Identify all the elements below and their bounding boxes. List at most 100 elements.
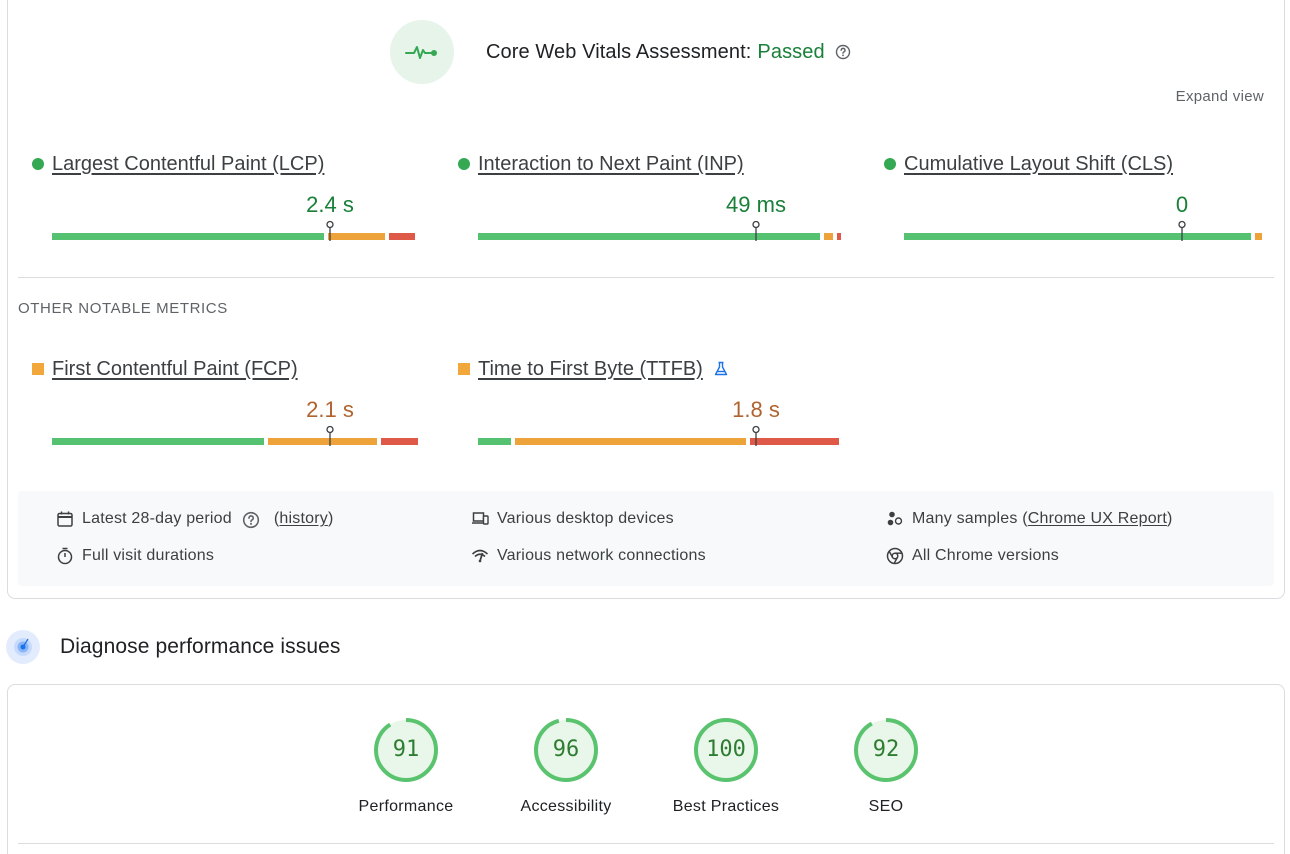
network-signal-icon: [471, 549, 489, 563]
metric-lcp-value: 2.4 s: [306, 192, 354, 217]
paren-close: ): [327, 510, 334, 527]
good-segment: [904, 233, 1252, 240]
needs-improvement-segment: [268, 438, 378, 445]
good-segment: [478, 438, 511, 445]
metric-inp-distribution-bar: [478, 233, 848, 240]
score-gauge-performance[interactable]: 91 Performance: [336, 716, 476, 816]
radar-icon: [14, 638, 32, 656]
info-network-text: Various network connections: [497, 547, 706, 564]
assessment-status: Passed: [757, 40, 825, 63]
percentile-marker-icon: [326, 425, 334, 446]
metric-ttfb-value: 1.8 s: [732, 397, 780, 422]
diagnose-header: Diagnose performance issues: [6, 630, 341, 664]
history-link[interactable]: history: [279, 510, 328, 527]
metric-cls-value: 0: [1175, 192, 1189, 217]
metric-lcp-distribution-bar: [52, 233, 422, 240]
score-value: 92: [872, 737, 900, 762]
good-segment: [52, 233, 324, 240]
needs-improvement-segment: [823, 233, 833, 240]
poor-segment: [388, 233, 415, 240]
gauge-ring: [854, 718, 918, 782]
gauge-ring: [694, 718, 758, 782]
lighthouse-scores-card: [7, 684, 1285, 854]
info-durations-text: Full visit durations: [82, 547, 215, 564]
info-samples-prefix: Many samples (: [912, 510, 1028, 527]
info-network: Various network connections: [471, 547, 706, 565]
metric-cls-distribution-bar: [904, 233, 1272, 240]
data-source-info-panel: Latest 28-day period (history) Full visi…: [18, 491, 1274, 586]
info-versions-text: All Chrome versions: [912, 547, 1059, 564]
needs-improvement-square-icon: [458, 363, 470, 375]
metric-fcp-value: 2.1 s: [306, 397, 354, 422]
good-segment: [52, 438, 265, 445]
samples-icon: [887, 511, 903, 526]
metric-fcp: First Contentful Paint (FCP) 2.1 s: [18, 357, 419, 446]
assessment-label: Core Web Vitals Assessment:: [486, 40, 752, 63]
metric-inp: Interaction to Next Paint (INP) 49 ms: [444, 152, 841, 241]
metric-lcp-link[interactable]: Largest Contentful Paint (LCP): [52, 152, 325, 175]
info-period-text: Latest 28-day period: [82, 510, 232, 527]
needs-improvement-square-icon: [32, 363, 44, 375]
metric-fcp-link[interactable]: First Contentful Paint (FCP): [52, 357, 298, 380]
metric-inp-value: 49 ms: [726, 192, 786, 217]
other-metrics-heading: OTHER NOTABLE METRICS: [18, 300, 228, 317]
gauge-ring: [534, 718, 598, 782]
score-value: 96: [552, 737, 580, 762]
radar-icon-badge: [6, 630, 40, 664]
score-gauge-seo[interactable]: 92 SEO: [816, 716, 956, 816]
percentile-marker-icon: [752, 220, 760, 241]
diagnose-title: Diagnose performance issues: [60, 635, 341, 658]
calendar-icon: [57, 511, 73, 527]
assessment-title: Core Web Vitals Assessment: Passed: [486, 41, 851, 64]
metric-cls-link[interactable]: Cumulative Layout Shift (CLS): [904, 152, 1174, 175]
needs-improvement-segment: [327, 233, 385, 240]
info-samples: Many samples (Chrome UX Report): [886, 510, 1173, 528]
score-gauge-accessibility[interactable]: 96 Accessibility: [496, 716, 636, 816]
metric-cls: Cumulative Layout Shift (CLS) 0: [870, 152, 1263, 241]
metric-inp-link[interactable]: Interaction to Next Paint (INP): [478, 152, 744, 175]
metric-ttfb-distribution-bar: [478, 438, 848, 445]
pulse-icon-badge: [390, 20, 454, 84]
score-gauge-best-practices[interactable]: 100 Best Practices: [656, 716, 796, 816]
info-versions: All Chrome versions: [886, 547, 1059, 565]
info-period: Latest 28-day period (history): [56, 510, 334, 529]
info-devices-text: Various desktop devices: [497, 510, 674, 527]
chrome-ux-report-link[interactable]: Chrome UX Report: [1027, 510, 1167, 527]
expand-view-button[interactable]: Expand view: [1175, 88, 1264, 105]
poor-segment: [381, 438, 419, 445]
metric-lcp: Largest Contentful Paint (LCP) 2.4 s: [18, 152, 415, 241]
gauge-ring: [374, 718, 438, 782]
score-label: Accessibility: [520, 798, 612, 815]
info-durations: Full visit durations: [56, 547, 214, 565]
help-icon[interactable]: [835, 44, 851, 60]
experimental-flask-icon[interactable]: [713, 361, 729, 377]
good-status-dot-icon: [458, 158, 470, 170]
help-icon[interactable]: [242, 511, 259, 529]
metric-fcp-distribution-bar: [52, 438, 422, 445]
good-status-dot-icon: [32, 158, 44, 170]
needs-improvement-segment: [515, 438, 746, 445]
section-divider: [18, 843, 1274, 844]
score-value: 91: [392, 737, 420, 762]
timer-icon: [57, 547, 73, 565]
section-divider: [18, 277, 1274, 278]
pulse-icon: [405, 46, 437, 59]
good-segment: [478, 233, 820, 240]
devices-icon: [472, 512, 489, 525]
assessment-header: Core Web Vitals Assessment: Passed: [390, 20, 851, 84]
info-samples-suffix: ): [1166, 510, 1173, 527]
poor-segment: [836, 233, 841, 240]
metric-ttfb: Time to First Byte (TTFB) 1.8 s: [444, 357, 839, 446]
poor-segment: [749, 438, 839, 445]
chrome-icon: [886, 547, 904, 565]
score-label: Best Practices: [672, 798, 780, 815]
score-label: Performance: [358, 798, 454, 815]
score-value: 100: [706, 737, 746, 762]
needs-improvement-segment: [1255, 233, 1263, 240]
metric-ttfb-link[interactable]: Time to First Byte (TTFB): [478, 357, 703, 380]
percentile-marker-icon: [752, 425, 760, 446]
info-devices: Various desktop devices: [471, 510, 674, 528]
paren-open: (: [273, 510, 280, 527]
good-status-dot-icon: [884, 158, 896, 170]
score-label: SEO: [868, 798, 904, 815]
